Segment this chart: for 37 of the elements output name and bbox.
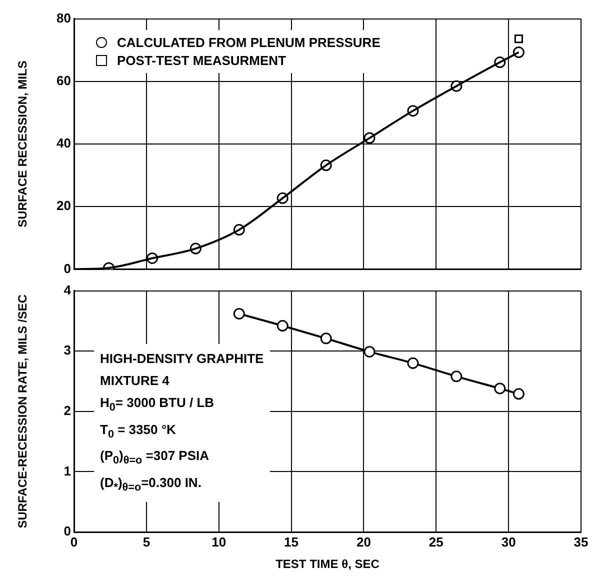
- point: [320, 332, 332, 344]
- annotation: T$_{0}$ = 3350 °K: [100, 420, 177, 442]
- x-axis-title: TEST TIME θ, SEC: [276, 557, 380, 572]
- point: [494, 382, 506, 394]
- y-tick-label: 4: [64, 282, 72, 298]
- x-tick-label: 25: [428, 534, 444, 550]
- y-axis-title: SURFACE-RECESSION RATE, MILS /SEC: [16, 294, 30, 528]
- y-tick-label: 2: [64, 402, 71, 418]
- y-tick-label: 1: [64, 463, 71, 478]
- y-tick-label: 20: [56, 198, 71, 214]
- point: [450, 370, 462, 382]
- x-tick-label: 10: [212, 534, 226, 550]
- annotation: (D$_{*}$)$_{θ=o}$=0.300 IN.: [100, 474, 202, 496]
- x-tick-label: 20: [356, 534, 371, 550]
- point: [276, 320, 288, 332]
- y-tick-label: 0: [64, 524, 71, 539]
- x-tick-label: 15: [284, 534, 299, 550]
- y-tick-label: 60: [56, 72, 71, 88]
- point: [233, 308, 245, 320]
- y-tick-label: 0: [64, 260, 71, 276]
- annotation: (P$_{0}$)$_{θ=o}$ =307 PSIA: [100, 447, 210, 469]
- y-tick-label: 3: [64, 342, 71, 358]
- x-tick-label: 5: [142, 534, 150, 550]
- legend-label: CALCULATED FROM PLENUM PRESSURE: [117, 35, 380, 50]
- annotation: MIXTURE 4: [100, 372, 170, 390]
- point: [364, 346, 376, 358]
- y-tick-label: 80: [56, 10, 71, 26]
- x-tick-label: 30: [501, 534, 516, 550]
- annotation: H$_{0}$= 3000 BTU / LB: [100, 394, 216, 416]
- point: [407, 357, 419, 369]
- x-tick-label: 35: [574, 534, 588, 550]
- point: [514, 34, 523, 44]
- y-axis-title: SURFACE RECESSION, MILS: [16, 60, 30, 228]
- legend-label: POST-TEST MEASURMENT: [117, 53, 286, 68]
- point: [512, 388, 524, 400]
- annotation: HIGH-DENSITY GRAPHITE: [100, 350, 264, 368]
- y-tick-label: 40: [56, 136, 71, 151]
